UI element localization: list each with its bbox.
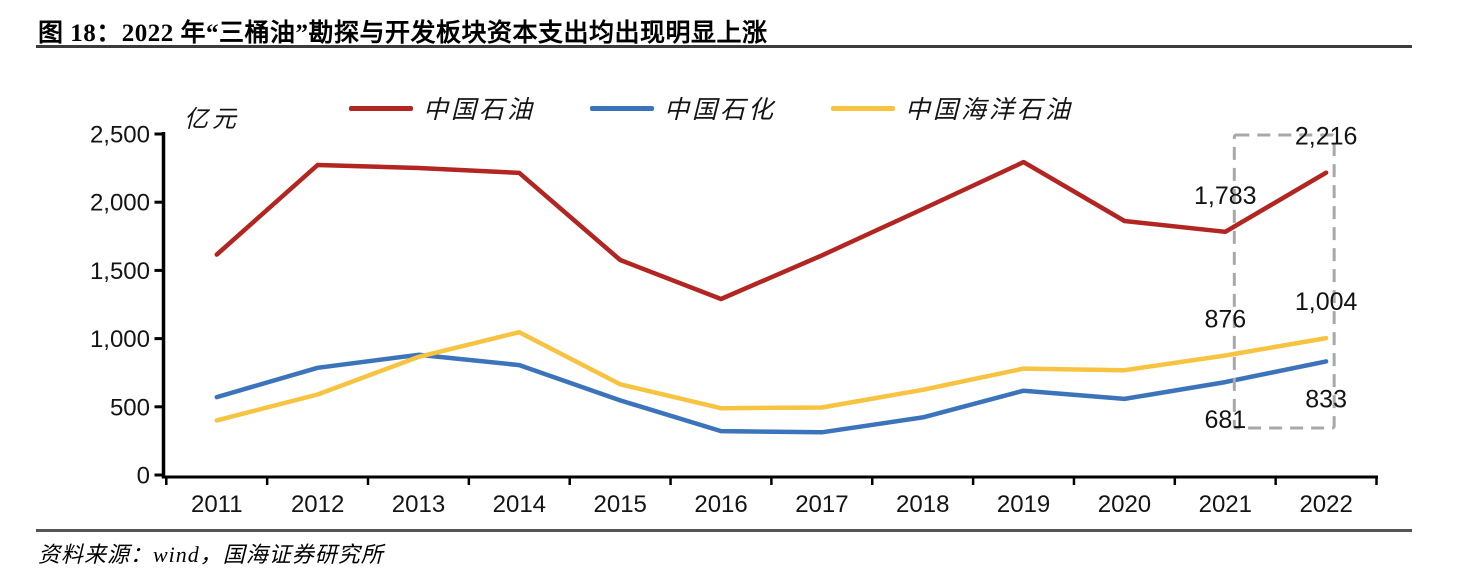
x-axis-year-label: 2014 [493,491,546,518]
title-divider-line [36,45,1412,48]
y-axis-tick-label: 2,000 [90,190,150,217]
y-axis-tick-label: 2,500 [90,122,150,149]
legend-line-swatch [348,105,413,111]
y-axis-tick-label: 1,500 [90,258,150,285]
x-axis-year-label: 2020 [1098,491,1151,518]
x-axis-year-label: 2022 [1299,491,1352,518]
x-axis-year-label: 2015 [594,491,647,518]
y-axis-tick-label: 1,000 [90,326,150,353]
x-axis-year-label: 2013 [392,491,445,518]
series-line-1 [214,352,1329,435]
data-point-label: 1,783 [1194,182,1257,210]
x-axis-year-label: 2019 [997,491,1050,518]
data-point-label: 2,216 [1295,123,1358,151]
legend-line-swatch [831,105,895,111]
legend-label: 中国石化 [663,97,776,124]
data-point-label: 833 [1305,385,1347,413]
series-line-0 [214,159,1329,302]
data-point-label: 876 [1204,306,1246,334]
x-axis-year-label: 2011 [191,491,243,518]
y-axis-unit-label: 亿元 [184,106,240,133]
x-axis-year-label: 2017 [795,491,848,518]
y-axis-tick-label: 0 [137,463,150,490]
x-axis-year-label: 2021 [1199,491,1252,518]
y-axis-tick-label: 500 [110,394,150,421]
legend-label: 中国石油 [422,97,535,124]
legend-line-swatch [589,105,654,111]
x-axis-year-label: 2018 [896,491,949,518]
source-note: 资料来源：wind，国海证券研究所 [38,542,384,567]
x-axis-year-label: 2016 [694,491,747,518]
data-point-label: 681 [1204,406,1246,434]
legend-item-2: 中国海洋石油 [831,90,1073,126]
figure-title: 图 18：2022 年“三桶油”勘探与开发板块资本支出均出现明显上涨 [38,20,768,47]
highlight-dashed-box [1232,133,1336,430]
data-point-label: 1,004 [1295,288,1358,316]
series-line-2 [214,329,1329,423]
legend-label: 中国海洋石油 [905,97,1074,124]
legend-item-0: 中国石油 [348,90,535,126]
chart-legend: 中国石油 中国石化 中国海洋石油 [0,90,1422,126]
x-axis-year-label: 2012 [291,491,344,518]
source-divider-line [36,529,1412,532]
legend-item-1: 中国石化 [589,90,776,126]
